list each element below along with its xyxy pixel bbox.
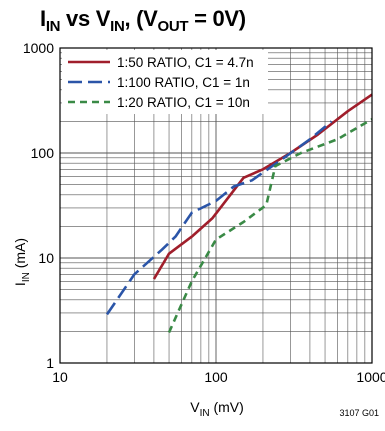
figure-number: 3107 G01 bbox=[339, 408, 379, 418]
x-tick-label: 1000 bbox=[356, 369, 385, 385]
x-tick-label: 10 bbox=[52, 369, 68, 385]
series-line-2 bbox=[105, 120, 333, 316]
x-axis-label: VIN (mV) bbox=[190, 399, 244, 419]
legend-label-2: 1:100 RATIO, C1 = 1n bbox=[117, 75, 250, 90]
y-tick-label: 1 bbox=[46, 355, 54, 371]
series-line-1 bbox=[152, 93, 373, 280]
legend: 1:50 RATIO, C1 = 4.7n 1:100 RATIO, C1 = 1… bbox=[62, 50, 268, 114]
plot-frame bbox=[59, 47, 373, 364]
series-line-3 bbox=[167, 118, 373, 334]
legend-label-3: 1:20 RATIO, C1 = 10n bbox=[117, 95, 250, 110]
y-tick-label: 10 bbox=[38, 250, 54, 266]
x-tick-label: 100 bbox=[204, 369, 228, 385]
y-tick-label: 1000 bbox=[23, 40, 54, 56]
y-tick-label: 100 bbox=[31, 145, 55, 161]
series-layer bbox=[105, 93, 373, 334]
chart-title: IIN vs VIN, (VOUT = 0V) bbox=[40, 6, 246, 35]
legend-label-1: 1:50 RATIO, C1 = 4.7n bbox=[117, 55, 254, 70]
y-axis-label: IIN (mA) bbox=[12, 238, 32, 286]
